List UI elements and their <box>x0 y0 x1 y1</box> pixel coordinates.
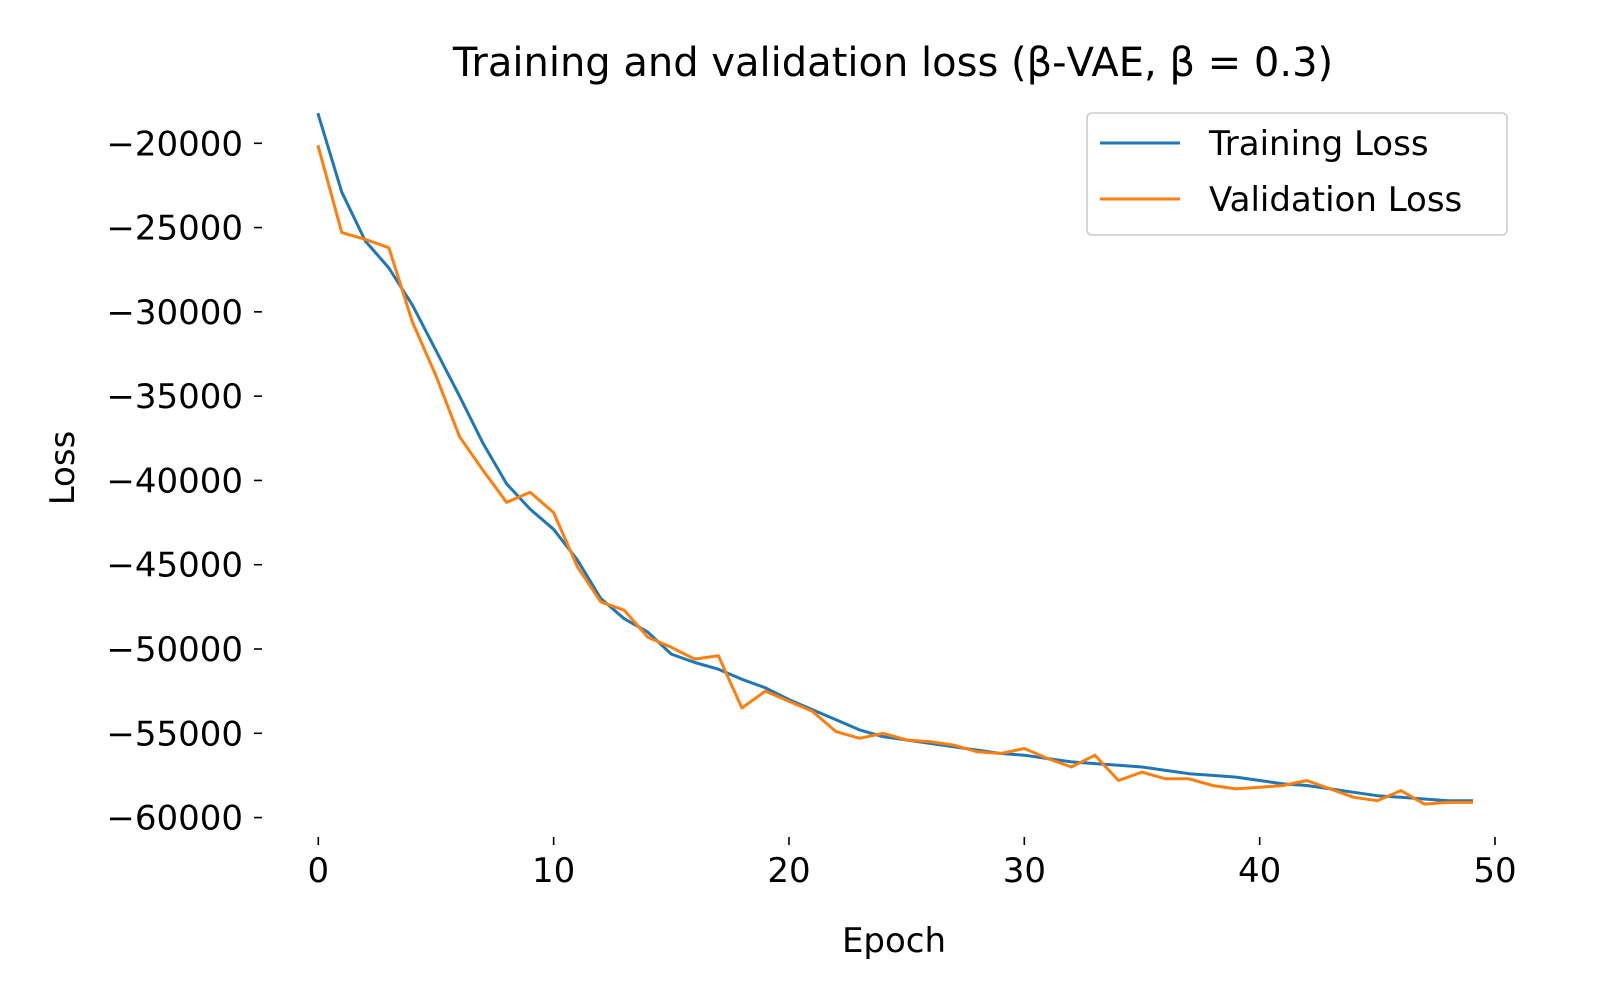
chart-title: Training and validation loss (β-VAE, β =… <box>452 40 1333 86</box>
y-tick-label: −60000 <box>106 799 243 839</box>
x-tick-label: 0 <box>307 851 329 891</box>
y-tick-label: −50000 <box>106 630 243 670</box>
series-line-validation-loss <box>316 144 1473 806</box>
x-axis: 0 10 20 30 40 50 <box>307 837 1517 891</box>
series-layer <box>316 112 1473 806</box>
x-tick-label: 50 <box>1473 851 1516 891</box>
y-tick-label: −45000 <box>106 546 243 586</box>
x-axis-label: Epoch <box>842 921 946 961</box>
legend: Training Loss Validation Loss <box>1086 112 1508 236</box>
y-tick-label: −40000 <box>106 461 243 501</box>
y-tick-label: −30000 <box>106 293 243 333</box>
x-tick-label: 20 <box>767 851 810 891</box>
y-axis-label: Loss <box>43 431 83 506</box>
x-tick-label: 40 <box>1238 851 1281 891</box>
legend-label-validation-loss: Validation Loss <box>1209 180 1462 220</box>
y-tick-label: −35000 <box>106 377 243 417</box>
y-tick-label: −25000 <box>106 209 243 249</box>
legend-label-training-loss: Training Loss <box>1208 124 1429 164</box>
x-tick-label: 10 <box>532 851 575 891</box>
series-line-training-loss <box>316 112 1473 803</box>
legend-box <box>1086 112 1508 236</box>
x-tick-label: 30 <box>1003 851 1046 891</box>
y-tick-label: −20000 <box>106 124 243 164</box>
y-axis: −20000 −25000 −30000 −35000 −40000 −45000 −500… <box>106 124 262 839</box>
y-tick-label: −55000 <box>106 714 243 754</box>
